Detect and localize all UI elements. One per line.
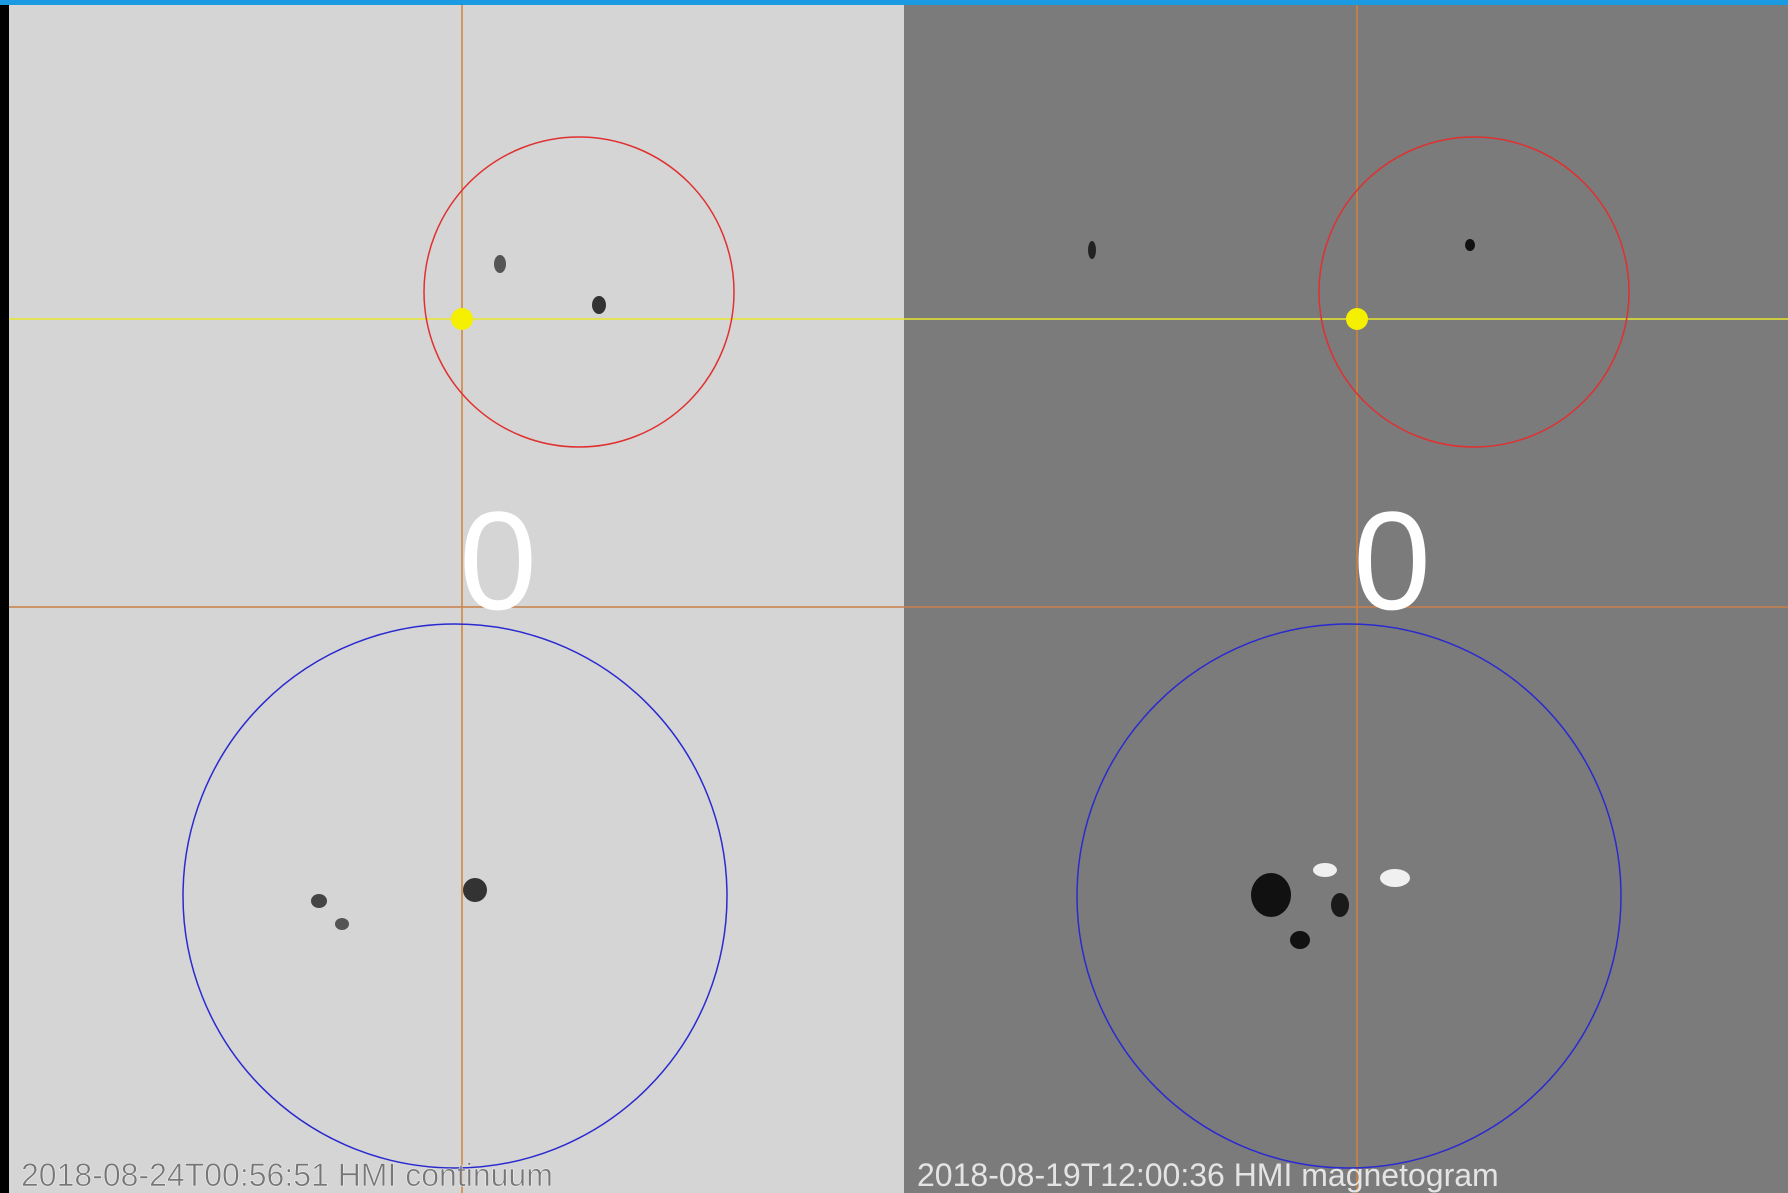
- blue-circle: [182, 623, 728, 1169]
- red-circle: [423, 136, 735, 448]
- sunspot: [311, 894, 327, 908]
- top-bar: [0, 0, 1788, 5]
- sunspot: [592, 296, 606, 314]
- polarity-patch: [1290, 931, 1310, 949]
- sunspot: [463, 878, 487, 902]
- panel-number: 0: [1353, 482, 1431, 639]
- sunspot: [494, 255, 506, 273]
- image: [9, 5, 904, 1193]
- polarity-patch: [1088, 241, 1096, 259]
- panel-number: 0: [459, 482, 537, 639]
- yellow-dot: [1346, 308, 1368, 330]
- image: [904, 5, 1788, 1193]
- polarity-patch: [1313, 863, 1337, 877]
- caption: 2018-08-19T12:00:36 HMI magnetogram: [917, 1157, 1499, 1193]
- yellow-dot: [451, 308, 473, 330]
- magnetogram-panel: 0 2018-08-19T12:00:36 HMI magnetogram: [904, 5, 1788, 1193]
- polarity-patch: [1331, 893, 1349, 917]
- red-circle: [1318, 136, 1630, 448]
- continuum-panel: 0 2018-08-24T00:56:51 HMI continuum: [9, 5, 904, 1193]
- polarity-patch: [1251, 873, 1291, 917]
- caption: 2018-08-24T00:56:51 HMI continuum: [21, 1157, 553, 1193]
- blue-circle: [1076, 623, 1622, 1169]
- polarity-patch: [1465, 239, 1475, 251]
- polarity-patch: [1380, 869, 1410, 887]
- sunspot: [335, 918, 349, 930]
